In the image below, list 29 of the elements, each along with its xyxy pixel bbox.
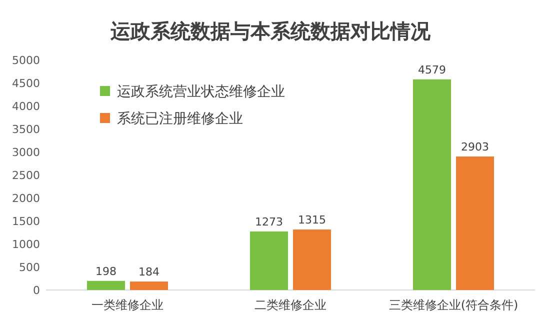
y-tick-label: 0 — [33, 284, 40, 297]
legend-label: 系统已注册维修企业 — [117, 111, 243, 127]
bar — [130, 282, 168, 290]
y-tick-label: 1000 — [12, 238, 40, 251]
data-label: 184 — [138, 266, 160, 279]
y-tick-label: 4000 — [12, 100, 40, 113]
data-label: 2903 — [461, 140, 489, 154]
y-tick-label: 5000 — [12, 54, 40, 67]
y-tick-label: 3500 — [12, 123, 40, 136]
bar — [250, 231, 288, 290]
bar — [293, 230, 331, 290]
x-tick-label: 一类维修企业 — [92, 298, 164, 312]
y-tick-label: 1500 — [12, 215, 40, 228]
data-label: 4579 — [418, 63, 446, 76]
y-tick-label: 2000 — [12, 192, 40, 205]
y-tick-label: 4500 — [12, 77, 40, 90]
y-tick-label: 3000 — [12, 146, 40, 159]
x-tick-label: 二类维修企业 — [254, 298, 326, 312]
data-label: 198 — [96, 264, 116, 278]
legend-label: 运政系统营业状态维修企业 — [117, 84, 285, 100]
bar — [87, 280, 125, 290]
data-label: 1273 — [255, 215, 283, 228]
x-tick-label: 三类维修企业(符合条件) — [388, 298, 518, 312]
y-tick-label: 2500 — [12, 169, 40, 182]
bar — [413, 79, 451, 290]
chart-title: 运政系统数据与本系统数据对比情况 — [110, 19, 432, 43]
y-tick-label: 500 — [19, 261, 40, 274]
data-label: 1315 — [298, 214, 326, 227]
bar — [456, 156, 494, 290]
